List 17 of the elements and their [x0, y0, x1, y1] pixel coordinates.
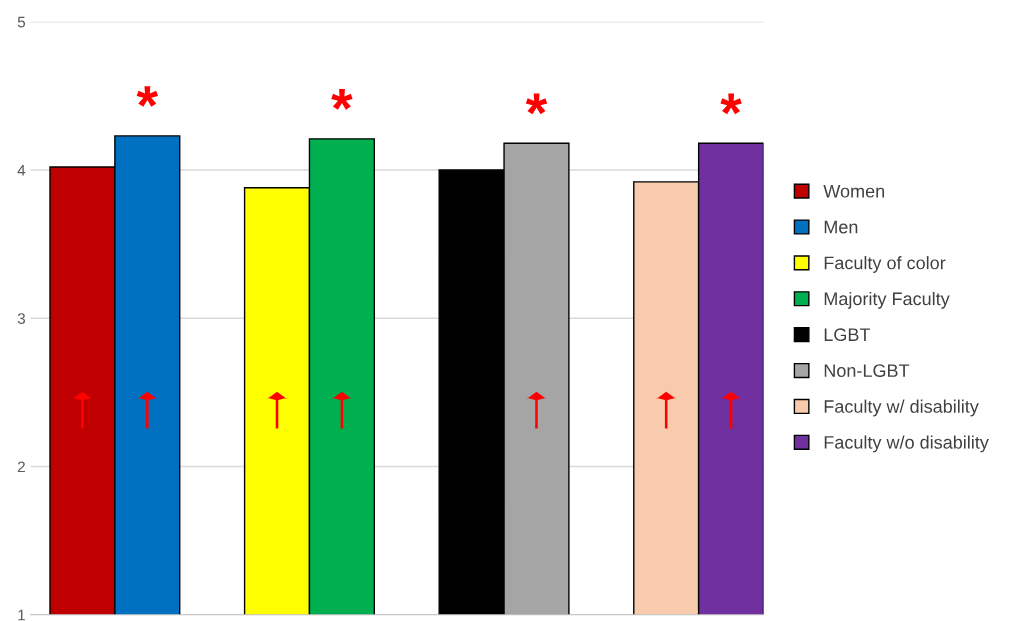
legend-label: Women — [823, 184, 885, 198]
y-tick-label: 1 — [18, 609, 25, 621]
legend-label: Faculty w/ disability — [824, 399, 979, 417]
data-label: * — [136, 86, 159, 107]
legend-label: Majority Faculty — [824, 291, 950, 309]
data-label: * — [720, 93, 742, 115]
legend-label: Faculty of color — [824, 256, 946, 273]
y-tick-label: 2 — [17, 461, 25, 473]
y-tick-label: 4 — [17, 165, 26, 176]
legend-label: Faculty w/o disability — [824, 435, 989, 453]
legend-label: Non-LGBT — [824, 364, 910, 377]
legend-label: Men — [824, 220, 858, 234]
data-label: * — [525, 93, 548, 115]
legend-label: LGBT — [824, 328, 871, 342]
y-tick-label: 5 — [17, 16, 26, 28]
data-label: * — [331, 89, 353, 110]
y-tick-label: 3 — [17, 313, 26, 324]
